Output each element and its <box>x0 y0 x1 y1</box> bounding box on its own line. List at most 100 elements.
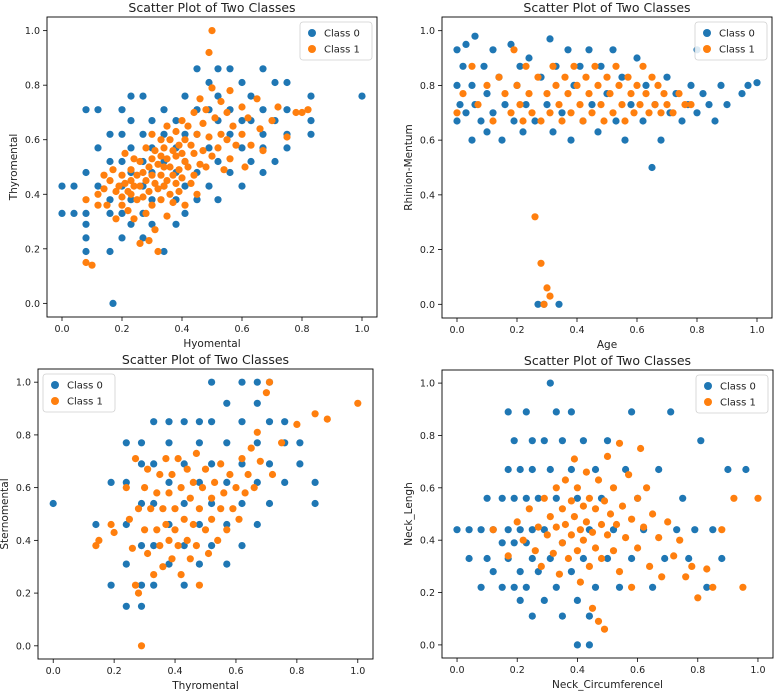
data-point <box>256 457 264 465</box>
data-point <box>178 149 186 157</box>
data-point <box>106 177 114 185</box>
data-point <box>624 73 632 81</box>
data-point <box>208 418 216 426</box>
data-point <box>232 484 240 492</box>
data-point <box>58 209 66 217</box>
data-point <box>699 90 707 98</box>
data-point <box>165 536 173 545</box>
data-point <box>223 526 231 534</box>
data-point <box>181 157 189 166</box>
data-point <box>564 554 573 563</box>
data-point <box>247 444 255 452</box>
data-point <box>682 573 690 581</box>
data-point <box>691 526 699 534</box>
data-point <box>223 478 231 486</box>
data-point <box>195 560 203 568</box>
data-point <box>150 571 158 579</box>
data-point <box>639 62 647 70</box>
data-point <box>679 494 687 502</box>
data-point <box>134 589 143 597</box>
data-point <box>165 418 173 426</box>
data-point <box>137 499 146 508</box>
data-point <box>678 117 686 125</box>
data-point <box>238 542 246 550</box>
series-class-0 <box>49 378 319 610</box>
chart-4: Scatter Plot of Two Classes 0.0 0.2 0.4 0.6 0… <box>403 353 774 691</box>
data-point <box>453 526 461 534</box>
data-point <box>107 478 115 486</box>
data-point <box>118 201 126 209</box>
data-point <box>606 90 614 98</box>
data-point <box>193 65 201 73</box>
data-point <box>238 378 246 386</box>
data-point <box>504 552 512 560</box>
y-tick-label: 0.8 <box>420 431 435 442</box>
data-point <box>214 65 222 73</box>
data-point <box>171 526 179 534</box>
data-point <box>537 562 545 571</box>
data-point <box>489 568 497 576</box>
data-point <box>546 379 554 387</box>
data-point <box>697 437 705 445</box>
data-point <box>154 160 162 168</box>
data-point <box>483 554 491 563</box>
data-point <box>157 171 165 179</box>
data-point <box>670 552 678 560</box>
y-tick-label: 0.6 <box>16 483 31 494</box>
data-point <box>262 389 270 397</box>
data-point <box>555 570 564 578</box>
legend-label: Class 1 <box>324 45 360 56</box>
data-point <box>125 515 133 523</box>
data-point <box>576 101 584 109</box>
data-point <box>522 62 530 70</box>
data-point <box>513 81 521 89</box>
data-point <box>238 460 246 468</box>
data-point <box>498 583 506 591</box>
data-point <box>453 117 461 125</box>
data-point <box>226 65 234 73</box>
data-point <box>150 581 158 589</box>
data-point <box>642 81 650 89</box>
data-point <box>181 182 189 190</box>
data-point <box>82 234 90 242</box>
data-point <box>190 171 198 179</box>
data-point <box>537 117 545 125</box>
data-point <box>127 144 135 152</box>
plot-frame <box>441 16 773 319</box>
y-tick-label: 0.2 <box>25 244 40 255</box>
data-point <box>628 583 636 591</box>
data-point <box>621 136 629 144</box>
data-point <box>609 484 618 492</box>
data-point <box>82 106 90 114</box>
data-point <box>573 547 582 555</box>
data-point <box>633 81 641 89</box>
data-point <box>82 196 90 204</box>
data-point <box>703 565 711 573</box>
data-point <box>465 526 473 534</box>
data-point <box>522 494 530 502</box>
data-point <box>139 92 147 100</box>
data-point <box>603 531 612 539</box>
data-point <box>558 437 567 445</box>
data-point <box>253 378 261 386</box>
data-point <box>130 155 138 163</box>
chart-title: Scatter Plot of Two Classes <box>122 352 289 367</box>
data-point <box>162 520 170 529</box>
data-point <box>323 415 331 423</box>
legend-label: Class 1 <box>720 398 756 409</box>
data-point <box>133 171 141 179</box>
data-point <box>693 109 701 117</box>
data-point <box>180 460 188 468</box>
data-point <box>753 79 761 87</box>
data-point <box>271 78 279 87</box>
data-point <box>612 117 620 125</box>
data-point <box>640 523 648 531</box>
data-point <box>253 399 261 407</box>
data-point <box>603 437 612 445</box>
data-point <box>202 106 210 114</box>
data-point <box>675 90 683 98</box>
data-point <box>166 190 174 198</box>
data-point <box>489 46 497 54</box>
data-point <box>253 478 261 486</box>
data-point <box>244 114 252 122</box>
